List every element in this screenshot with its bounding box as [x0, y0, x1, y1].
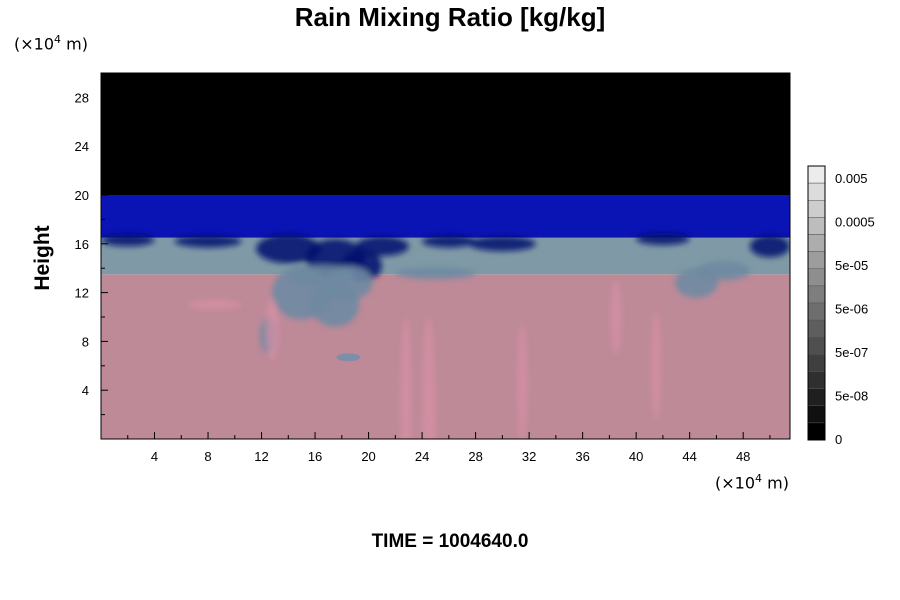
colorbar-level-7: [807, 285, 826, 304]
colorbar-level-8: [807, 302, 826, 321]
streak-5: [187, 299, 242, 310]
streak-0: [422, 317, 436, 439]
ripple-6: [468, 236, 536, 252]
ripple-3: [355, 236, 409, 256]
colorbar-level-6: [807, 268, 826, 287]
colorbar-level-1: [807, 182, 826, 201]
colorbar-tick-4: 5e-07: [835, 345, 868, 360]
x-tick-label-40: 40: [629, 449, 643, 464]
plume-7: [395, 266, 476, 280]
colorbar-level-10: [807, 337, 826, 355]
colorbar-level-0: [807, 165, 826, 184]
ripple-4: [174, 235, 242, 248]
y-axis: 4 8 12 16 20 24 28: [75, 90, 108, 416]
colorbar-level-11: [807, 354, 826, 372]
ripple-7: [636, 232, 690, 246]
ripple-9: [422, 235, 476, 248]
colorbar-tick-1: 0.0005: [835, 215, 875, 230]
ripple-8: [749, 235, 790, 258]
plume-4: [288, 265, 356, 286]
streak-6: [610, 280, 622, 354]
x-axis-unit: (×104 m): [715, 472, 789, 493]
y-tick-label-8: 8: [82, 334, 89, 349]
plume-6: [696, 260, 750, 281]
x-tick-label-32: 32: [522, 449, 536, 464]
small-cloud: [336, 353, 361, 362]
x-tick-label-20: 20: [361, 449, 375, 464]
colorbar-level-4: [807, 234, 826, 252]
field-texture: [101, 232, 790, 439]
chart-title: Rain Mixing Ratio [kg/kg]: [294, 2, 606, 32]
colorbar-level-13: [807, 388, 826, 406]
colorbar-tick-6: 0: [835, 432, 842, 447]
time-label: TIME = 1004640.0: [371, 531, 529, 552]
y-tick-label-4: 4: [82, 383, 89, 398]
x-tick-label-4: 4: [151, 449, 158, 464]
colorbar-level-9: [807, 319, 826, 338]
x-axis: 4 8 12 16 20 24 28 32 36 40 44 48: [127, 432, 771, 464]
plot-area: [101, 73, 790, 439]
colorbar-tick-0: 0.005: [835, 171, 868, 186]
plot-frame: [100, 72, 791, 440]
colorbar-level-14: [807, 405, 826, 424]
y-tick-label-12: 12: [75, 286, 89, 301]
x-tick-label-24: 24: [415, 449, 429, 464]
colorbar-tick-3: 5e-06: [835, 302, 868, 317]
colorbar: 0.005 0.0005 5e-05 5e-06 5e-07 5e-08 0: [807, 165, 875, 447]
colorbar-level-3: [807, 217, 826, 235]
x-tick-label-12: 12: [254, 449, 268, 464]
y-tick-label-28: 28: [75, 90, 89, 105]
colorbar-tick-2: 5e-05: [835, 258, 868, 273]
y-axis-unit: (×104 m): [14, 33, 88, 54]
ripple-0: [256, 234, 321, 264]
field-layer-0: [101, 274, 790, 439]
y-tick-label-16: 16: [75, 237, 89, 252]
y-tick-label-24: 24: [75, 139, 89, 154]
colorbar-frame: [807, 165, 826, 441]
streak-3: [651, 310, 661, 421]
colorbar-level-12: [807, 371, 826, 389]
streak-4: [265, 298, 279, 360]
colorbar-level-2: [807, 200, 826, 218]
x-tick-label-36: 36: [575, 449, 589, 464]
x-tick-label-16: 16: [308, 449, 322, 464]
ripple-5: [101, 234, 155, 247]
x-tick-label-8: 8: [204, 449, 211, 464]
field-layer-3: [101, 73, 790, 195]
field-layer-2: [101, 195, 790, 238]
colorbar-level-5: [807, 251, 826, 269]
streak-2: [517, 323, 528, 439]
x-tick-label-28: 28: [468, 449, 482, 464]
x-tick-label-48: 48: [736, 449, 750, 464]
y-tick-label-20: 20: [75, 188, 89, 203]
x-tick-label-44: 44: [682, 449, 696, 464]
streak-1: [400, 317, 412, 439]
colorbar-tick-5: 5e-08: [835, 389, 868, 404]
colorbar-level-15: [807, 422, 826, 441]
